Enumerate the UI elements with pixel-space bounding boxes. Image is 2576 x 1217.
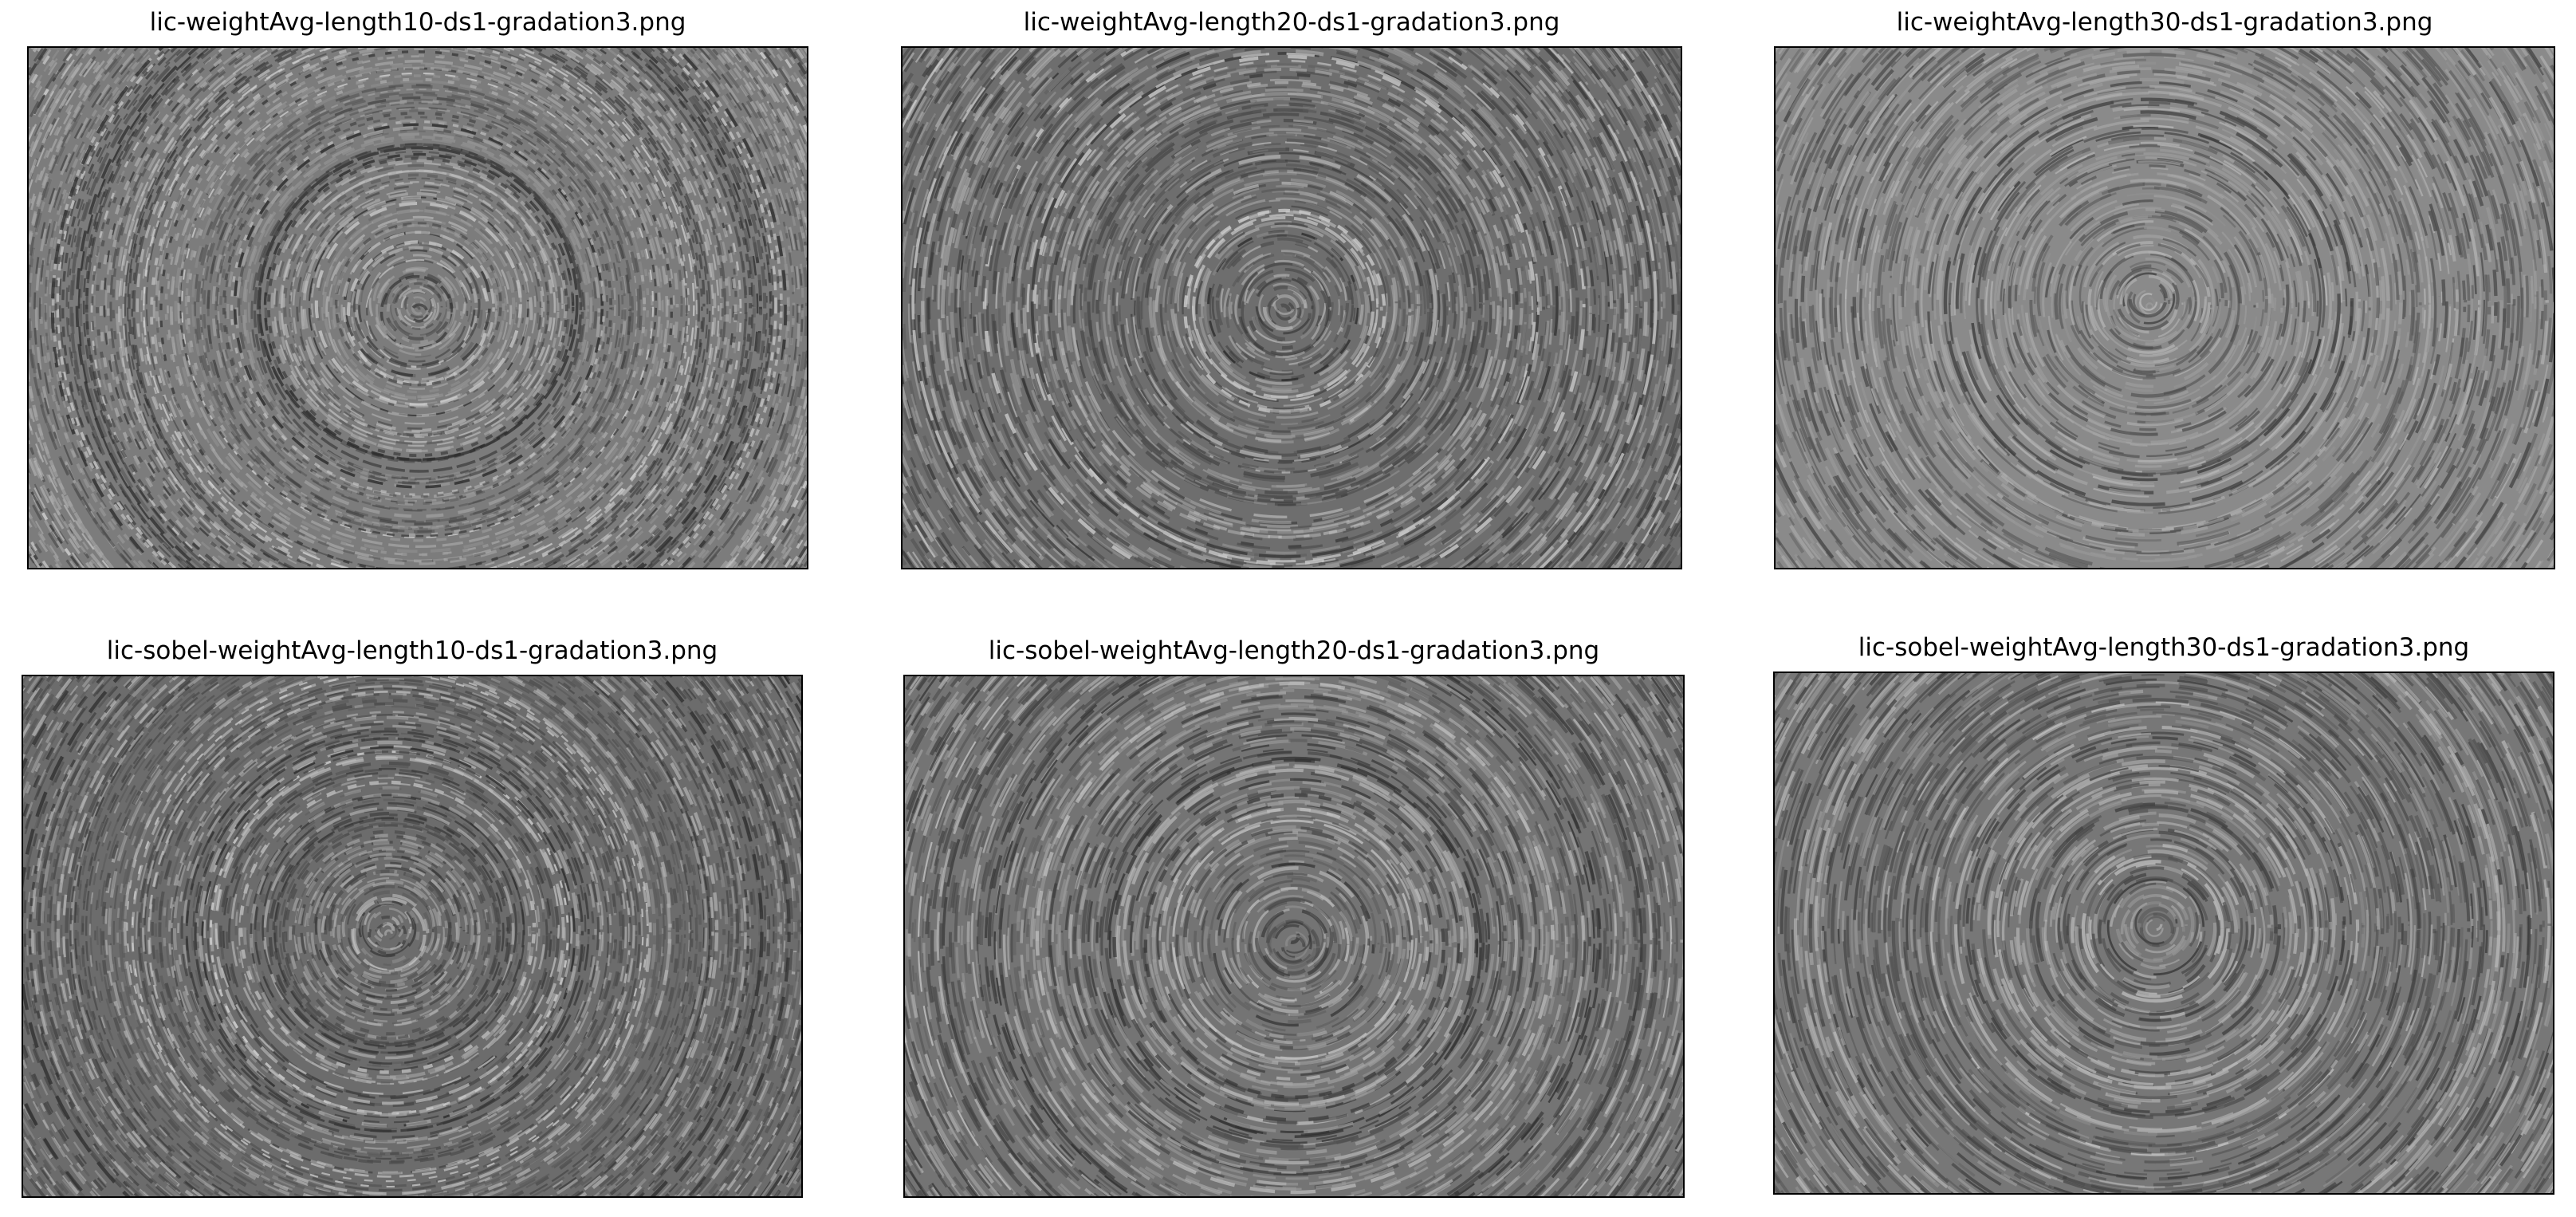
panel-5: lic-sobel-weightAvg-length20-ds1-gradati…: [903, 635, 1685, 1198]
lic-swirl-image: [1776, 48, 2554, 568]
panel-title: lic-weightAvg-length20-ds1-gradation3.pn…: [1023, 8, 1560, 37]
panel-title: lic-weightAvg-length10-ds1-gradation3.pn…: [149, 8, 686, 37]
lic-image: [22, 675, 803, 1198]
lic-image: [903, 675, 1685, 1198]
lic-image: [1774, 46, 2555, 569]
panel-4: lic-sobel-weightAvg-length10-ds1-gradati…: [22, 635, 803, 1198]
lic-image: [901, 46, 1682, 569]
panel-title: lic-sobel-weightAvg-length10-ds1-gradati…: [106, 636, 718, 665]
panel-2: lic-weightAvg-length20-ds1-gradation3.pn…: [901, 6, 1682, 569]
lic-swirl-image: [23, 676, 801, 1196]
panel-title: lic-sobel-weightAvg-length20-ds1-gradati…: [988, 636, 1600, 665]
lic-image: [1773, 672, 2554, 1195]
panel-title: lic-weightAvg-length30-ds1-gradation3.pn…: [1896, 8, 2433, 37]
panel-1: lic-weightAvg-length10-ds1-gradation3.pn…: [27, 6, 808, 569]
lic-swirl-image: [905, 676, 1683, 1196]
lic-swirl-image: [903, 48, 1681, 568]
lic-image: [27, 46, 808, 569]
lic-swirl-image: [29, 48, 807, 568]
lic-swirl-image: [1775, 673, 2553, 1193]
panel-3: lic-weightAvg-length30-ds1-gradation3.pn…: [1774, 6, 2555, 569]
panel-title: lic-sobel-weightAvg-length30-ds1-gradati…: [1858, 633, 2470, 662]
panel-6: lic-sobel-weightAvg-length30-ds1-gradati…: [1773, 632, 2554, 1195]
